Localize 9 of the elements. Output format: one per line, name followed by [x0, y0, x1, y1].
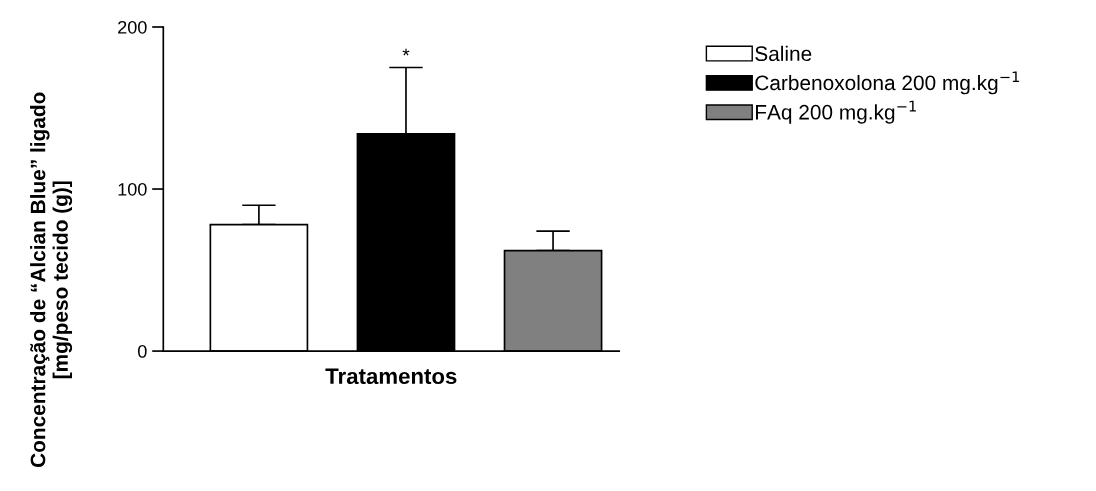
y-tick-label: 200	[118, 20, 147, 34]
annotation: *	[402, 48, 410, 56]
x-axis-title: Tratamentos	[325, 368, 457, 385]
legend-label: Saline	[755, 45, 812, 62]
y-tick-label: 100	[118, 182, 147, 196]
legend-label: FAq 200 mg.kg$^{−1}$	[756, 100, 916, 124]
y-axis-title: Concentração de “Alcian Blue” ligado [mg/peso tecido (g)]	[30, 92, 73, 468]
legend-label: Carbenoxolona 200 mg.kg$^{−1}$	[755, 71, 1020, 95]
y-tick-label: 0	[138, 345, 147, 358]
